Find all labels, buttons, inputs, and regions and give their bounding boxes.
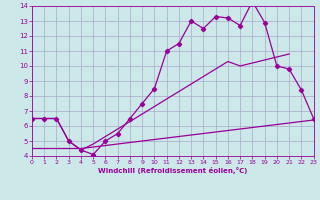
X-axis label: Windchill (Refroidissement éolien,°C): Windchill (Refroidissement éolien,°C) [98,167,247,174]
